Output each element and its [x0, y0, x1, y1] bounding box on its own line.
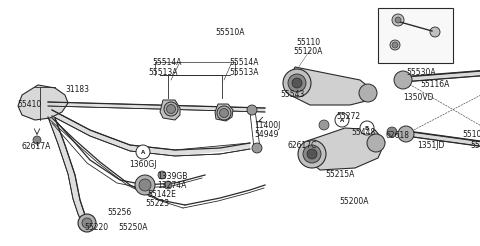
Text: 55116A: 55116A [420, 80, 450, 89]
Text: 55543: 55543 [281, 90, 305, 99]
Text: 13274A: 13274A [157, 181, 187, 190]
Circle shape [395, 17, 401, 23]
Circle shape [398, 126, 414, 142]
Polygon shape [305, 128, 385, 170]
Circle shape [335, 113, 349, 127]
Polygon shape [52, 110, 250, 156]
Circle shape [82, 218, 92, 228]
Text: 55448: 55448 [351, 128, 375, 137]
Ellipse shape [164, 102, 178, 116]
Circle shape [33, 136, 41, 144]
Circle shape [367, 134, 385, 152]
Polygon shape [402, 67, 480, 82]
Circle shape [247, 105, 257, 115]
Text: 55215A: 55215A [325, 170, 355, 179]
Circle shape [139, 179, 151, 191]
Text: A: A [141, 150, 145, 154]
Circle shape [360, 121, 374, 135]
Ellipse shape [167, 105, 176, 113]
Polygon shape [215, 104, 233, 121]
Text: 54949: 54949 [254, 130, 278, 139]
Polygon shape [18, 85, 68, 120]
Text: 55513A: 55513A [148, 68, 178, 77]
Ellipse shape [217, 106, 231, 120]
Circle shape [135, 175, 155, 195]
Text: 62617A: 62617A [22, 142, 51, 151]
Polygon shape [160, 100, 180, 120]
Text: 55510A: 55510A [215, 28, 245, 37]
Text: 1360GJ: 1360GJ [129, 160, 157, 169]
Text: 31183: 31183 [65, 85, 89, 94]
Text: 55110: 55110 [296, 38, 320, 47]
Text: 11400J: 11400J [254, 121, 280, 130]
Text: 55514A: 55514A [229, 58, 259, 67]
Circle shape [298, 140, 326, 168]
Circle shape [303, 145, 321, 163]
Text: 55410: 55410 [17, 100, 41, 109]
Text: 55200A: 55200A [339, 197, 369, 206]
Circle shape [252, 143, 262, 153]
Text: 1339GB: 1339GB [157, 172, 187, 181]
Text: B: B [365, 125, 369, 130]
Text: 55220: 55220 [84, 223, 108, 232]
Text: 55250A: 55250A [118, 223, 148, 232]
Polygon shape [48, 117, 90, 225]
Text: A: A [340, 118, 344, 123]
Circle shape [430, 27, 440, 37]
Circle shape [394, 71, 412, 89]
Text: 55116A: 55116A [470, 141, 480, 150]
Text: 55100: 55100 [462, 130, 480, 139]
Text: 55272: 55272 [336, 112, 360, 121]
Polygon shape [406, 131, 480, 152]
Circle shape [392, 14, 404, 26]
Text: 62618: 62618 [386, 131, 410, 140]
Text: 1351JD: 1351JD [417, 141, 444, 150]
Circle shape [390, 40, 400, 50]
Polygon shape [288, 67, 375, 105]
Text: 55223: 55223 [145, 199, 169, 208]
Bar [378, 8, 453, 63]
Circle shape [392, 42, 398, 48]
Circle shape [164, 181, 172, 189]
Circle shape [288, 74, 306, 92]
Text: 1350VD: 1350VD [403, 93, 433, 102]
Circle shape [307, 149, 317, 159]
Text: 55513A: 55513A [229, 68, 259, 77]
Circle shape [319, 120, 329, 130]
Text: 55142E: 55142E [147, 190, 177, 199]
Circle shape [78, 214, 96, 232]
Circle shape [136, 145, 150, 159]
Text: 55120A: 55120A [293, 47, 323, 56]
Text: 55530A: 55530A [406, 68, 436, 77]
Polygon shape [48, 102, 265, 112]
Text: 55514A: 55514A [152, 58, 182, 67]
Text: 55256: 55256 [107, 208, 131, 217]
Circle shape [283, 69, 311, 97]
Circle shape [292, 78, 302, 88]
Circle shape [387, 127, 397, 137]
Circle shape [359, 84, 377, 102]
Text: 62617C: 62617C [287, 141, 316, 150]
Circle shape [158, 171, 166, 179]
Ellipse shape [219, 108, 228, 118]
